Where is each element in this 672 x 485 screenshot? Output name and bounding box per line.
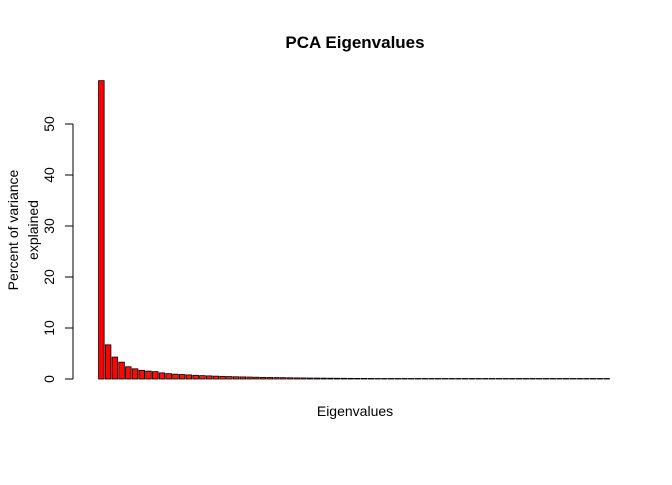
bar-eigenvalue-69 <box>556 378 563 380</box>
bar-eigenvalue-44 <box>387 378 395 380</box>
bar-eigenvalue-43 <box>381 378 388 380</box>
bar-eigenvalue-37 <box>340 377 348 380</box>
bar-eigenvalue-33 <box>313 377 321 380</box>
bar-eigenvalue-20 <box>226 376 233 380</box>
bar-eigenvalue-1 <box>98 80 105 380</box>
bar-eigenvalue-72 <box>576 378 583 380</box>
x-axis-label: Eigenvalues <box>317 403 393 419</box>
bar-eigenvalue-34 <box>320 377 327 380</box>
bar-eigenvalue-6 <box>131 368 139 380</box>
bar-eigenvalue-65 <box>529 378 536 380</box>
bar-eigenvalue-62 <box>509 378 516 380</box>
bar-eigenvalue-71 <box>569 378 577 380</box>
bar-eigenvalue-67 <box>542 378 550 380</box>
bar-eigenvalue-10 <box>158 372 166 380</box>
bar-eigenvalue-74 <box>589 378 597 380</box>
bar-eigenvalue-46 <box>401 378 408 380</box>
bar-eigenvalue-24 <box>253 376 260 380</box>
bar-eigenvalue-45 <box>394 378 401 380</box>
bar-eigenvalue-40 <box>360 378 368 380</box>
y-tick-label: 10 <box>41 320 57 336</box>
bar-eigenvalue-11 <box>165 373 172 380</box>
y-axis-label-line-1: Percent of variance <box>5 169 21 290</box>
y-tick-label: 0 <box>41 375 57 383</box>
bar-eigenvalue-66 <box>536 378 543 380</box>
bar-eigenvalue-23 <box>246 376 253 380</box>
bar-eigenvalue-36 <box>333 377 341 380</box>
bar-eigenvalue-29 <box>286 377 294 380</box>
y-axis: 0 10 20 30 40 50 <box>41 116 74 383</box>
bar-eigenvalue-58 <box>482 378 489 380</box>
bar-eigenvalue-15 <box>192 374 199 380</box>
bar-eigenvalue-55 <box>461 378 469 380</box>
bar-eigenvalue-32 <box>306 377 314 380</box>
bar-eigenvalue-56 <box>468 378 476 380</box>
bar-eigenvalue-41 <box>367 378 375 380</box>
y-tick-label: 50 <box>41 116 57 132</box>
bar-eigenvalue-31 <box>300 377 307 380</box>
bar-eigenvalue-30 <box>293 377 300 380</box>
bar-eigenvalue-51 <box>434 378 442 380</box>
bar-eigenvalue-3 <box>111 356 119 380</box>
bar-eigenvalue-27 <box>273 377 280 380</box>
y-tick-label: 20 <box>41 269 57 285</box>
bar-eigenvalue-70 <box>563 378 570 380</box>
bar-eigenvalue-8 <box>145 370 152 380</box>
bar-eigenvalue-4 <box>118 361 125 380</box>
bar-eigenvalue-35 <box>327 377 334 380</box>
bar-eigenvalue-68 <box>549 378 556 380</box>
bar-eigenvalue-21 <box>232 376 240 380</box>
bar-eigenvalue-26 <box>266 377 273 380</box>
bar-eigenvalue-53 <box>448 378 455 380</box>
bar-eigenvalue-59 <box>488 378 496 380</box>
bar-eigenvalue-16 <box>199 375 206 380</box>
bar-eigenvalue-5 <box>125 366 132 380</box>
bar-eigenvalue-18 <box>212 375 220 380</box>
bar-eigenvalue-25 <box>259 376 267 380</box>
bars <box>98 80 610 380</box>
bar-eigenvalue-54 <box>455 378 462 380</box>
y-tick-label: 30 <box>41 218 57 234</box>
bar-eigenvalue-64 <box>522 378 529 380</box>
bar-eigenvalue-7 <box>138 369 145 380</box>
bar-eigenvalue-63 <box>515 378 523 380</box>
bar-eigenvalue-50 <box>428 378 435 380</box>
bar-eigenvalue-57 <box>475 378 482 380</box>
bar-eigenvalue-19 <box>219 375 226 380</box>
bar-eigenvalue-61 <box>502 378 509 380</box>
bar-eigenvalue-14 <box>185 374 193 380</box>
y-tick-label: 40 <box>41 167 57 183</box>
bar-eigenvalue-73 <box>583 378 590 380</box>
bar-eigenvalue-12 <box>172 373 179 380</box>
bar-eigenvalue-28 <box>280 377 287 380</box>
bar-eigenvalue-76 <box>603 378 610 380</box>
bar-eigenvalue-22 <box>239 376 247 380</box>
bar-eigenvalue-42 <box>374 378 381 380</box>
bar-eigenvalue-75 <box>596 378 604 380</box>
bar-eigenvalue-39 <box>354 377 361 380</box>
bar-eigenvalue-2 <box>104 344 112 380</box>
bar-eigenvalue-60 <box>495 378 503 380</box>
bar-eigenvalue-38 <box>347 377 354 380</box>
bar-eigenvalue-52 <box>441 378 449 380</box>
y-axis-label-line-2: explained <box>25 200 41 260</box>
bar-eigenvalue-9 <box>152 371 159 380</box>
bar-eigenvalue-49 <box>421 378 428 380</box>
bar-eigenvalue-48 <box>414 378 422 380</box>
bar-eigenvalue-17 <box>205 375 213 380</box>
chart-title: PCA Eigenvalues <box>285 33 424 52</box>
bar-eigenvalue-47 <box>408 378 415 380</box>
bar-eigenvalue-13 <box>178 374 186 380</box>
y-ticks: 0 10 20 30 40 50 <box>41 116 73 383</box>
